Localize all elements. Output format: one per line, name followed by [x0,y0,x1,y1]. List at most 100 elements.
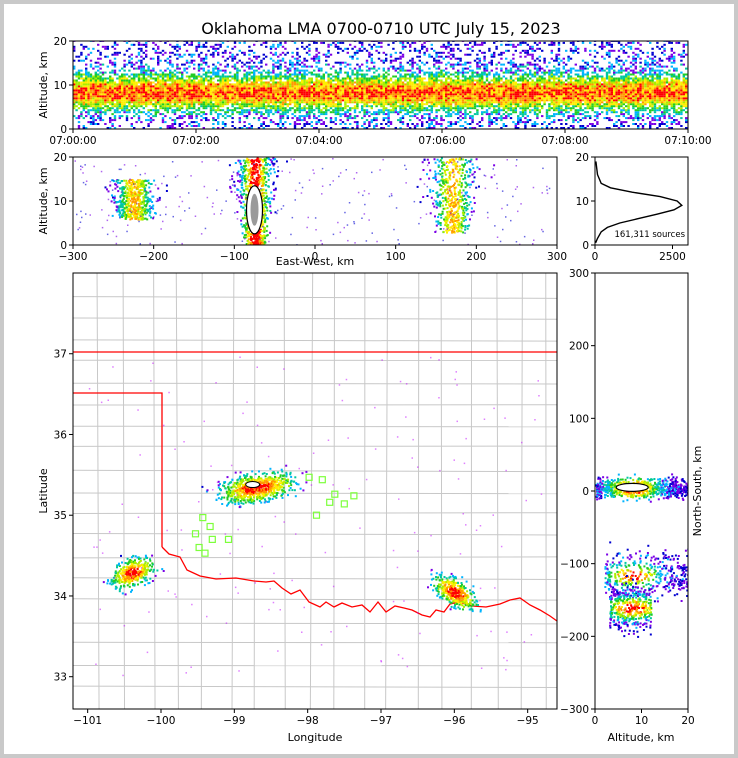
density-cell [87,89,90,92]
density-cell [226,63,229,66]
density-cell [313,89,316,92]
density-cell [526,75,529,78]
density-cell [526,97,529,100]
density-cell [135,85,138,88]
density-cell [293,99,297,102]
density-cell [260,91,263,94]
density-cell [178,95,181,98]
density-cell [243,99,246,102]
density-cell [483,95,486,98]
density-cell [197,113,201,116]
density-cell [118,115,121,118]
density-cell [296,93,299,96]
density-cell [80,99,83,102]
density-cell [339,61,342,64]
density-cell [125,93,129,96]
density-cell [301,101,304,104]
density-cell [353,121,357,124]
density-cell [351,47,354,50]
density-cell [425,107,429,110]
density-cell [130,125,133,127]
density-cell [317,93,321,96]
density-cell [87,81,90,84]
density-cell [128,111,131,114]
density-cell [471,117,474,120]
density-cell [413,89,417,92]
density-cell [125,89,129,92]
density-cell [325,89,328,92]
density-cell [466,107,469,110]
density-cell [157,77,160,80]
density-cell [521,101,525,104]
density-cell [497,73,501,76]
density-cell [373,65,376,68]
density-cell [265,85,268,88]
density-cell [505,95,508,98]
density-cell [262,41,265,44]
density-cell [221,51,225,54]
density-cell [97,95,100,98]
density-cell [368,105,371,108]
density-cell [219,105,222,108]
density-cell [171,91,174,94]
density-cell [125,105,129,108]
density-cell [529,69,532,72]
density-cell [284,83,287,86]
density-cell [502,51,505,54]
density-cell [363,95,366,98]
density-cell [176,97,179,100]
density-cell [339,93,342,96]
density-cell [375,89,378,92]
density-cell [80,101,83,104]
density-cell [478,105,481,108]
density-cell [476,95,479,98]
density-cell [133,93,136,96]
density-cell [195,121,198,124]
density-cell [313,59,316,62]
density-cell [377,79,381,82]
density-cell [159,85,162,88]
density-cell [257,103,261,106]
density-cell [394,127,397,129]
density-cell [512,97,515,100]
density-cell [181,77,184,80]
density-cell [445,93,448,96]
density-cell [219,83,222,86]
density-cell [488,85,491,88]
density-cell [255,93,258,96]
density-cell [265,101,268,104]
density-cell [303,101,306,104]
density-cell [418,105,421,108]
density-cell [387,111,390,114]
density-cell [193,95,196,98]
density-cell [111,85,114,88]
density-cell [99,95,102,98]
density-cell [428,73,431,76]
density-cell [190,93,193,96]
density-cell [248,79,251,82]
density-cell [433,57,436,60]
density-cell [346,127,349,129]
density-cell [303,115,306,118]
density-cell [341,113,345,116]
density-cell [473,41,477,44]
density-cell [281,105,285,108]
density-cell [200,81,203,84]
density-cell [188,61,191,64]
density-cell [411,61,414,64]
density-cell [382,83,385,86]
density-cell [289,87,292,90]
density-cell [392,97,395,100]
density-cell [281,89,285,92]
density-cell [457,85,460,88]
density-cell [363,79,366,82]
density-cell [473,93,477,96]
density-cell [123,101,126,104]
density-cell [526,67,529,70]
density-cell [80,81,83,84]
density-cell [286,115,289,118]
density-cell [327,83,330,86]
density-cell [133,97,136,100]
density-cell [145,119,148,122]
density-cell [433,91,436,94]
